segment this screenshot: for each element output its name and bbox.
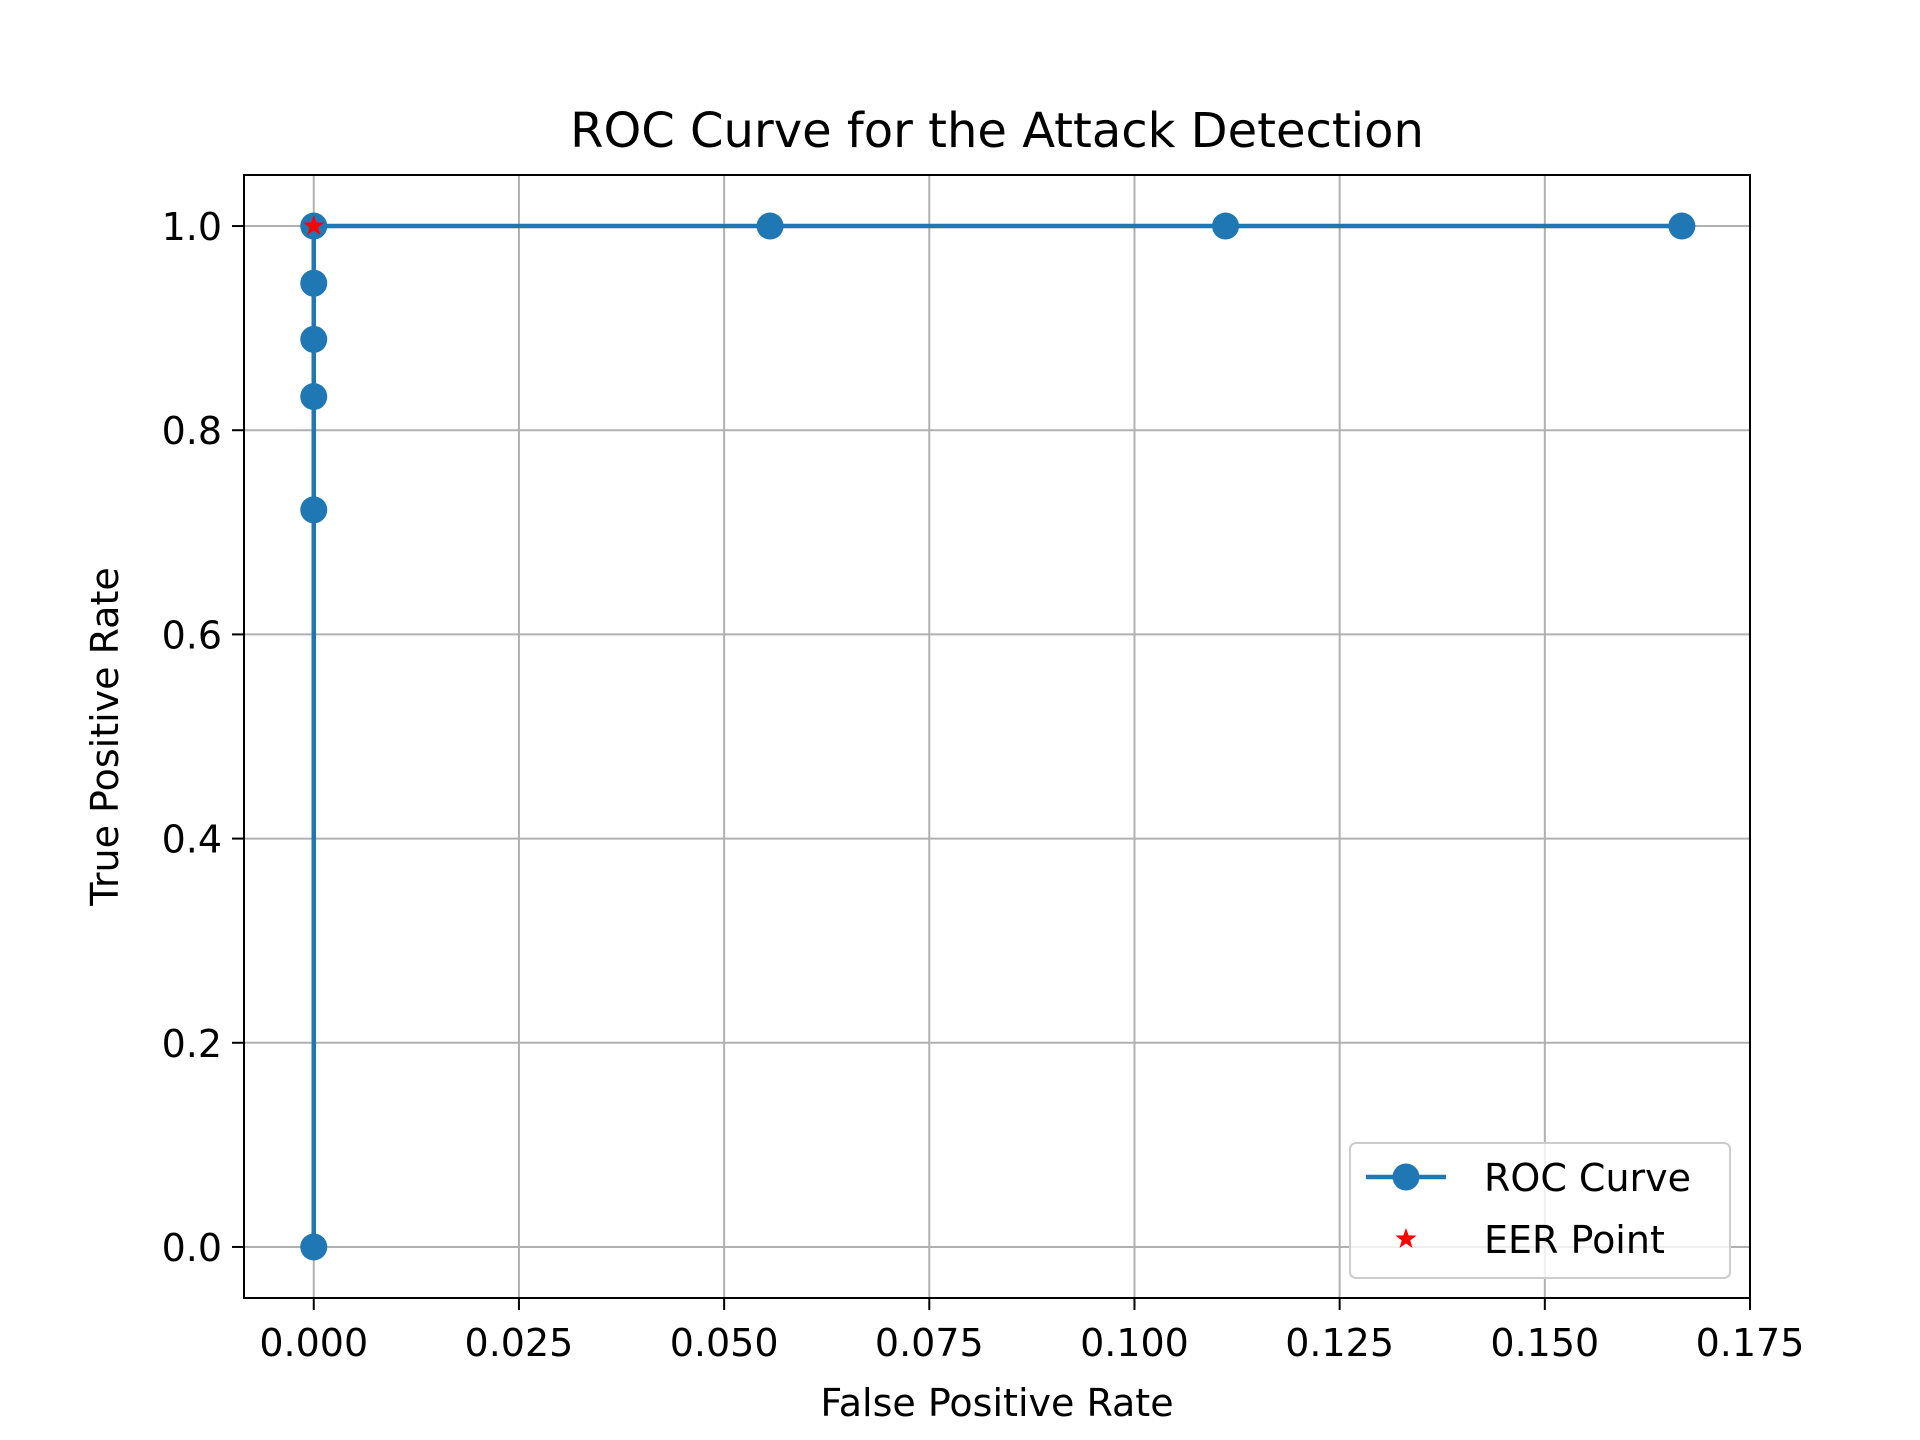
legend-eer-marker	[1395, 1228, 1417, 1248]
roc-curve-point	[300, 325, 328, 353]
y-tick-label: 0.2	[162, 1022, 222, 1066]
legend-roc-label: ROC Curve	[1484, 1156, 1691, 1200]
y-tick-label: 0.8	[162, 409, 222, 453]
roc-curve-point	[1668, 212, 1696, 240]
y-tick-label: 0.6	[162, 613, 222, 657]
eer-point-marker	[303, 215, 325, 235]
chart-title: ROC Curve for the Attack Detection	[570, 103, 1424, 159]
roc-curve-point	[300, 1233, 328, 1261]
legend-eer-label: EER Point	[1484, 1218, 1665, 1262]
roc-curve-point	[1212, 212, 1240, 240]
x-tick-label: 0.125	[1285, 1321, 1394, 1365]
axis-ticks: 0.000 0.025 0.050 0.075 0.100 0.125 0.150 0.175…	[162, 205, 1805, 1365]
x-tick-label: 0.100	[1080, 1321, 1189, 1365]
roc-curve-point	[756, 212, 784, 240]
x-tick-label: 0.175	[1696, 1321, 1805, 1365]
roc-curve-point	[300, 383, 328, 411]
y-tick-label: 0.4	[162, 818, 222, 862]
x-tick-label: 0.000	[259, 1321, 368, 1365]
x-tick-label: 0.025	[465, 1321, 574, 1365]
y-tick-label: 1.0	[162, 205, 222, 249]
legend-roc-marker	[1392, 1163, 1420, 1191]
roc-curve-point	[300, 269, 328, 297]
plot-frame	[243, 174, 1751, 1299]
plot-series	[300, 212, 1696, 1261]
roc-curve-point	[300, 496, 328, 524]
y-axis-label: True Positive Rate	[83, 567, 127, 907]
x-tick-label: 0.075	[875, 1321, 984, 1365]
x-axis-label: False Positive Rate	[820, 1381, 1173, 1425]
y-tick-label: 0.0	[162, 1226, 222, 1270]
x-tick-label: 0.050	[670, 1321, 779, 1365]
x-tick-label: 0.150	[1490, 1321, 1599, 1365]
legend: ROC Curve EER Point	[1349, 1142, 1731, 1279]
